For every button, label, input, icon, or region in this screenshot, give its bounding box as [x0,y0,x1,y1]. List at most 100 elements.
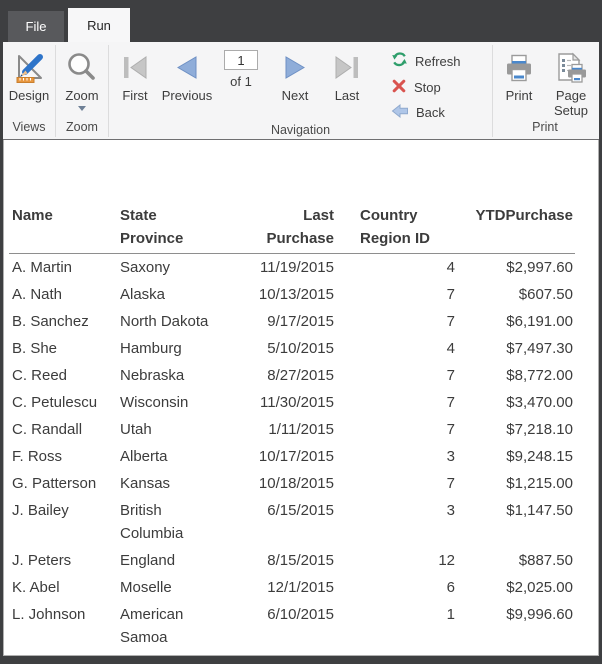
table-cell: 4 [446,340,455,357]
chevron-down-icon [78,106,86,111]
tab-file[interactable]: File [8,11,64,42]
table-row: C. Randall Utah 1/11/2015 7 $7,218.10 [9,416,575,443]
printer-icon [503,48,535,88]
table-row: A. Nath Alaska 10/13/2015 7 $607.50 [9,281,575,308]
table-row: J. Bailey British Columbia 6/15/2015 3 $1,14… [9,497,575,547]
table-cell: 12 [438,552,455,569]
design-button-label: Design [8,88,50,103]
table-row: G. Patterson Kansas 10/18/2015 7 $1,215.00 [9,470,575,497]
zoom-button-label: Zoom [65,88,99,103]
column-header-name: Name [9,204,120,254]
table-cell: Moselle [120,579,172,596]
table-cell: 11/19/2015 [260,259,334,276]
ribbon-separator [108,45,109,137]
page-number-input[interactable] [224,50,258,70]
table-cell: G. Patterson [12,475,97,492]
table-cell: 6 [446,579,455,596]
ribbon-group-zoom: Zoom Zoom [56,42,108,139]
table-cell: 3 [446,502,455,519]
table-cell: 10/18/2015 [258,475,334,492]
table-cell: $2,997.60 [506,259,573,276]
last-button-label: Last [334,88,360,103]
table-cell: 7 [446,394,455,411]
table-cell: A. Nath [12,286,63,303]
stop-x-icon [391,78,407,97]
last-page-button[interactable]: Last [321,42,373,103]
table-cell: 7 [446,421,455,438]
tab-run[interactable]: Run [68,8,130,42]
navigation-group-label: Navigation [270,123,331,137]
table-body: A. Martin Saxony 11/19/2015 4 $2,997.60 A. Na… [9,254,575,652]
previous-arrow-icon [173,48,201,88]
refresh-icon [391,51,408,71]
table-header-row: Name State Province Last Purchase Countr… [9,204,575,254]
zoom-button[interactable]: Zoom [56,42,108,111]
skip-to-first-icon [118,48,152,88]
refresh-button[interactable]: Refresh [391,51,461,71]
table-cell: Hamburg [120,340,182,357]
table-cell: 9/17/2015 [267,313,334,330]
table-cell: J. Bailey [12,502,69,519]
page-count-label: of 1 [230,74,252,89]
table-cell: $2,025.00 [506,579,573,596]
table-cell: B. She [12,340,58,357]
next-page-button[interactable]: Next [269,42,321,103]
table-cell: Alberta [120,448,168,465]
refresh-button-label: Refresh [415,53,461,69]
table-cell: $7,497.30 [506,340,573,357]
ribbon-separator [55,45,56,137]
table-cell: North Dakota [120,313,209,330]
magnifier-icon [65,48,99,88]
table-cell: F. Ross [12,448,63,465]
table-cell: 7 [446,475,455,492]
design-button[interactable]: Design [3,42,55,103]
table-row: K. Abel Moselle 12/1/2015 6 $2,025.00 [9,574,575,601]
table-row: C. Reed Nebraska 8/27/2015 7 $8,772.00 [9,362,575,389]
ribbon-group-views: Design Views [3,42,55,139]
stop-button[interactable]: Stop [391,78,461,97]
table-cell: J. Peters [12,552,72,569]
table-cell: Kansas [120,475,171,492]
table-cell: 12/1/2015 [267,579,334,596]
table-cell: 1 [446,606,455,623]
print-button[interactable]: Print [493,42,545,103]
table-cell: 11/30/2015 [260,394,334,411]
table-cell: England [120,552,176,569]
first-page-button[interactable]: First [109,42,161,103]
page-setup-icon [554,48,588,88]
table-cell: K. Abel [12,579,60,596]
previous-page-button[interactable]: Previous [161,42,213,103]
table-cell: 1/11/2015 [268,421,334,438]
table-cell: $9,996.60 [506,606,573,623]
table-cell: L. Johnson [12,606,86,623]
table-row: L. Johnson American Samoa 6/10/2015 1 $9,996… [9,601,575,651]
back-button-label: Back [416,105,445,120]
table-cell: $887.50 [518,552,573,569]
table-cell: B. Sanchez [12,313,89,330]
skip-to-last-icon [330,48,364,88]
ribbon: Design Views Zoom Z [3,42,599,140]
table-cell: 6/15/2015 [267,502,334,519]
table-cell: $7,218.10 [506,421,573,438]
table-cell: Wisconsin [120,394,189,411]
views-group-label: Views [12,120,46,134]
table-cell: 5/10/2015 [267,340,334,357]
previous-button-label: Previous [161,88,213,103]
page-number-box: of 1 [213,42,269,89]
first-button-label: First [122,88,148,103]
table-cell: 4 [446,259,455,276]
table-row: B. She Hamburg 5/10/2015 4 $7,497.30 [9,335,575,362]
table-cell: $3,470.00 [506,394,573,411]
table-cell: 7 [446,286,455,303]
page-setup-button-label: Page Setup [554,88,588,118]
zoom-group-label: Zoom [66,120,98,134]
next-button-label: Next [281,88,309,103]
page-setup-button[interactable]: Page Setup [545,42,597,118]
table-row: B. Sanchez North Dakota 9/17/2015 7 $6,191.0… [9,308,575,335]
table-cell: 10/13/2015 [258,286,334,303]
back-button[interactable]: Back [391,103,461,121]
print-group-label: Print [532,120,558,134]
table-cell: $9,248.15 [506,448,573,465]
column-header-last-purchase: Last Purchase [232,204,338,254]
